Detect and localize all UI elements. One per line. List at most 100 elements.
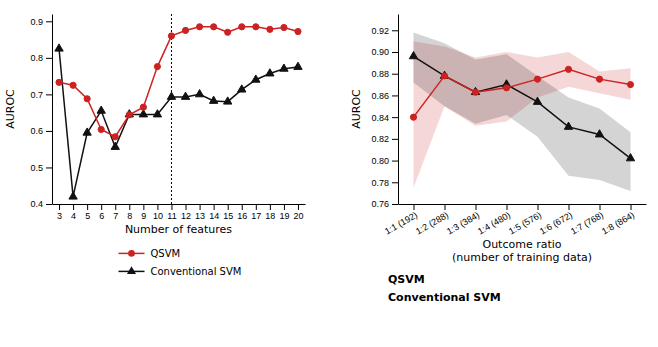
data-point [294,62,302,69]
legend-label: QSVM [151,248,181,259]
tick-label: 19 [279,211,289,221]
tick-mark [115,204,116,210]
tick: 9 [141,204,146,221]
tick-mark [143,204,144,210]
tick: 19 [279,204,289,221]
data-point [440,71,448,78]
annotation: Conventional SVM [388,291,501,304]
legend-marker [127,266,136,274]
tick: 0.92 [371,26,398,36]
x-axis-title: Number of features [125,223,232,236]
data-point [225,29,231,35]
reference-line [171,14,172,204]
axis-line [398,15,399,205]
axis-line [53,204,306,205]
tick-mark [129,204,130,210]
tick: 0.7 [30,90,52,100]
data-point [69,192,77,199]
tick: 14 [209,204,219,221]
data-point [209,96,217,103]
panel: 0.40.50.60.70.80.93456789101112131415161… [4,14,306,277]
data-point [564,122,572,129]
tick-mark [59,204,60,210]
tick-mark [87,204,88,210]
tick-mark [392,161,398,162]
tick: 15 [223,204,233,221]
tick: 11 [167,204,176,221]
data-point [181,92,189,99]
data-point [441,73,447,79]
tick-label: 1:4 (480) [476,210,512,237]
tick: 1:2 (288) [414,204,450,236]
legend-marker [128,250,135,257]
tick-label: 1:3 (384) [445,210,481,237]
tick-label: 9 [141,211,146,221]
tick-mark [392,117,398,118]
tick-label: 13 [195,211,205,221]
tick: 6 [99,204,104,221]
tick: 0.86 [371,91,398,101]
data-point [627,81,633,87]
data-point [168,33,174,39]
tick: 10 [153,204,163,221]
data-point [153,110,161,117]
tick-label: 0.8 [30,53,43,63]
tick-label: 0.9 [30,17,43,27]
confidence-band [414,32,631,191]
data-point [503,85,509,91]
tick-label: 18 [265,211,275,221]
tick-mark [157,204,158,210]
tick-label: 0.82 [371,134,389,144]
tick-label: 0.5 [30,163,43,173]
tick: 1:6 (672) [538,204,574,236]
legend: QSVM Conventional SVM [119,248,242,277]
data-point [280,64,288,71]
panel: 0.760.780.800.820.840.860.880.900.921:1 … [350,15,647,305]
data-point [55,44,63,51]
tick: 5 [85,204,90,221]
tick-mark [298,204,299,210]
tick-label: 0.80 [371,156,389,166]
tick-mark [46,21,52,22]
legend-label: Conventional SVM [151,266,242,277]
tick: 0.6 [30,126,52,136]
tick: 0.4 [30,199,52,209]
tick: 0.88 [371,69,398,79]
tick-mark [46,131,52,132]
data-point [98,126,104,132]
tick-label: 0.76 [371,199,389,209]
tick-mark [392,52,398,53]
tick: 0.90 [371,47,398,57]
data-point [97,106,105,113]
tick-label: 4 [71,211,76,221]
tick: 0.82 [371,134,398,144]
tick-mark [392,139,398,140]
data-point [84,96,90,102]
tick-label: 0.78 [371,178,389,188]
tick-mark [242,204,243,210]
tick: 1:4 (480) [476,204,512,236]
data-point [472,89,478,95]
tick-label: 6 [99,211,104,221]
data-point [252,75,260,82]
axis-line [52,15,53,205]
data-point [167,92,175,99]
tick: 13 [195,204,205,221]
data-point [471,87,479,94]
data-point [281,24,287,30]
tick-label: 0.90 [371,47,389,57]
tick-label: 0.86 [371,91,389,101]
data-point [182,27,188,33]
series-line [59,27,298,137]
tick-label: 1:8 (864) [600,210,636,237]
data-point [196,24,202,30]
data-point [534,76,540,82]
data-point [533,97,541,104]
tick: 20 [293,204,303,221]
data-point [83,128,91,135]
tick-mark [200,204,201,210]
tick: 1:1 (192) [383,204,419,236]
data-point [224,97,232,104]
series-line [59,49,298,197]
data-point [112,134,118,140]
